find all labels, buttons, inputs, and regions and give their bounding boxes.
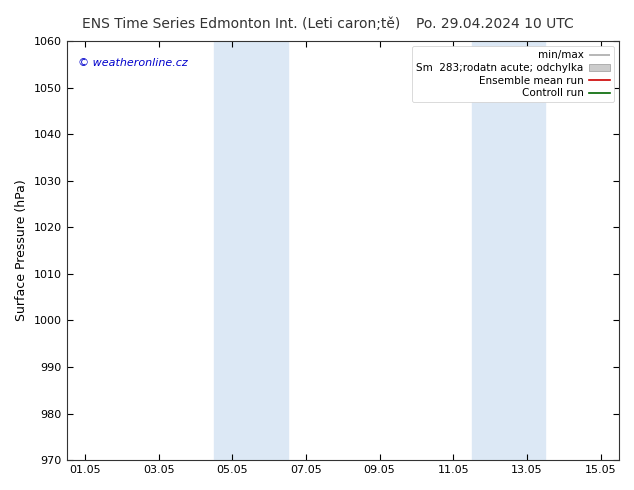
Text: Po. 29.04.2024 10 UTC: Po. 29.04.2024 10 UTC — [416, 17, 573, 31]
Legend: min/max, Sm  283;rodatn acute; odchylka, Ensemble mean run, Controll run: min/max, Sm 283;rodatn acute; odchylka, … — [412, 46, 614, 102]
Text: © weatheronline.cz: © weatheronline.cz — [77, 58, 187, 68]
Bar — [472, 41, 545, 460]
Text: ENS Time Series Edmonton Int. (Leti caron;tě): ENS Time Series Edmonton Int. (Leti caro… — [82, 17, 400, 31]
Bar — [214, 41, 288, 460]
Y-axis label: Surface Pressure (hPa): Surface Pressure (hPa) — [15, 180, 28, 321]
